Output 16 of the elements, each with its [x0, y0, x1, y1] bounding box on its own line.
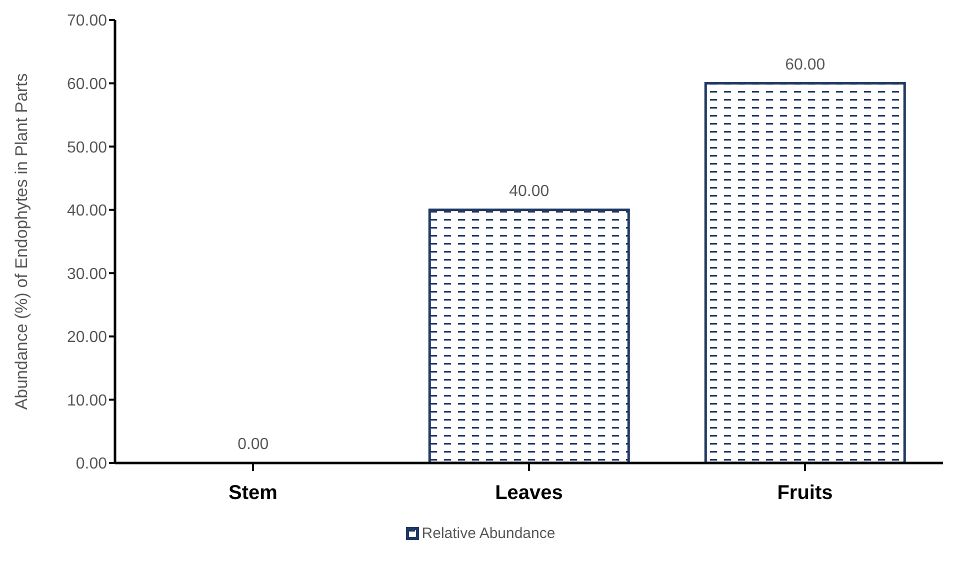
- legend-label: Relative Abundance: [422, 525, 556, 542]
- x-tick-label: Stem: [228, 482, 278, 504]
- data-label: 40.00: [509, 182, 550, 200]
- y-tick-label: 30.00: [66, 266, 108, 283]
- y-tick-label: 0.00: [76, 456, 108, 473]
- data-label: 60.00: [785, 56, 826, 74]
- x-tick-label: Fruits: [777, 482, 833, 504]
- y-tick-label: 70.00: [66, 12, 108, 30]
- y-tick-label: 40.00: [66, 202, 108, 220]
- data-label: 0.00: [238, 436, 269, 453]
- y-tick-label: 10.00: [66, 392, 108, 410]
- y-tick-label: 50.00: [66, 139, 108, 156]
- y-axis-title: Abundance (%) of Endophytes in Plant Parts: [12, 73, 32, 410]
- y-tick-label: 60.00: [66, 76, 108, 93]
- y-tick-label: 20.00: [66, 329, 108, 346]
- x-tick-label: Leaves: [495, 482, 563, 504]
